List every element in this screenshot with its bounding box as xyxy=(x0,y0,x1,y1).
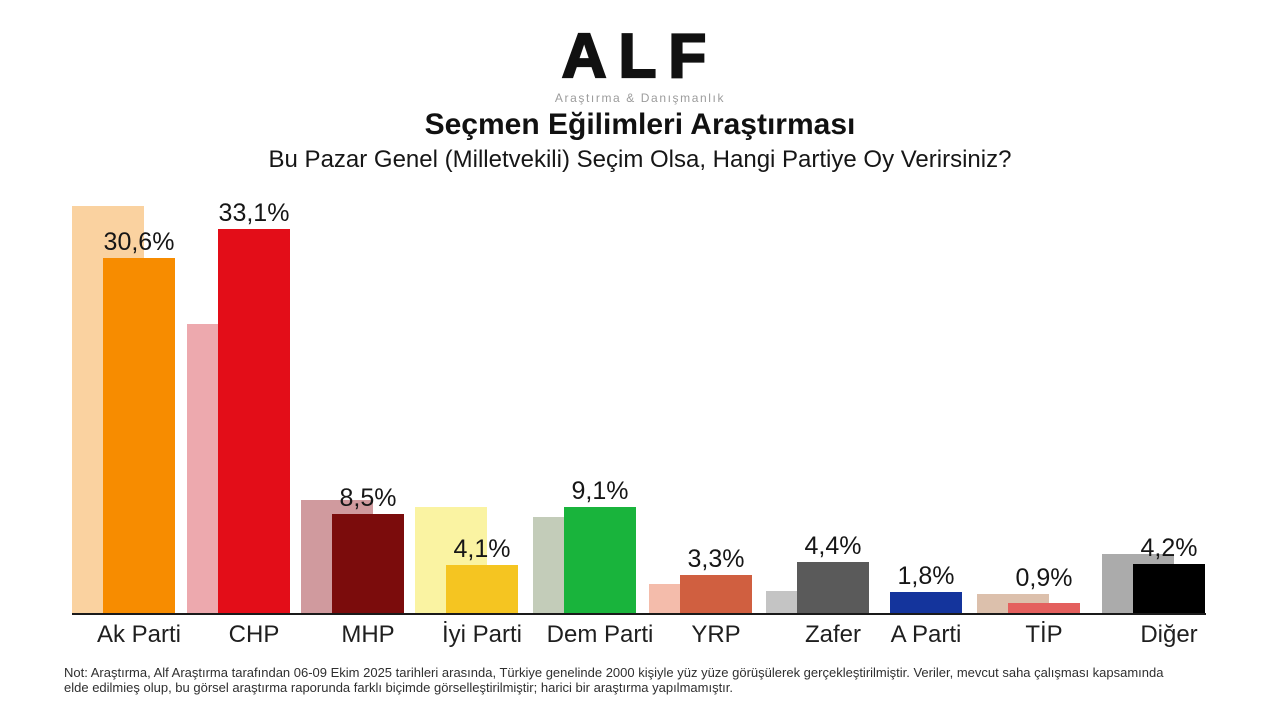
value-label-a-parti: 1,8% xyxy=(897,562,955,591)
value-label-dem-parti: 9,1% xyxy=(571,477,629,506)
footnote-line-2: elde edilmieş olup, bu görsel araştırma … xyxy=(64,679,734,695)
bar-current-mhp xyxy=(332,514,404,613)
bar-current-diğer xyxy=(1133,564,1205,613)
category-label-a-parti: A Parti xyxy=(890,621,962,648)
category-label-chp: CHP xyxy=(228,621,280,648)
bar-current-zafer xyxy=(797,561,869,613)
category-label-iyi-parti: İyi Parti xyxy=(441,621,522,648)
category-label-yrp: YRP xyxy=(691,621,741,648)
category-label-diğer: Diğer xyxy=(1140,621,1198,648)
value-label-chp: 33,1% xyxy=(218,199,290,228)
value-label-iyi-parti: 4,1% xyxy=(453,535,511,564)
alf-logo-text: ALF xyxy=(561,22,719,91)
bar-current-iyi-parti xyxy=(446,565,518,613)
value-label-mhp: 8,5% xyxy=(339,484,397,513)
alf-logo: ALF Araştırma & Danışmanlık xyxy=(0,22,1280,106)
bar-current-a-parti xyxy=(890,592,962,613)
value-label-tip: 0,9% xyxy=(1015,564,1073,593)
survey-question: Bu Pazar Genel (Milletvekili) Seçim Olsa… xyxy=(268,146,1012,173)
category-label-ak-parti: Ak Parti xyxy=(96,621,182,648)
x-axis-line xyxy=(72,613,1206,615)
bar-current-dem-parti xyxy=(564,507,636,613)
bar-current-tip xyxy=(1008,602,1080,613)
page-title: Seçmen Eğilimleri Araştırması xyxy=(424,108,856,141)
bar-current-ak-parti xyxy=(103,258,175,613)
alf-logo-subtitle: Araştırma & Danışmanlık xyxy=(554,91,726,105)
category-label-tip: TİP xyxy=(1025,621,1063,648)
category-label-mhp: MHP xyxy=(341,621,395,648)
footnote: Not: Araştırma, Alf Araştırma tarafından… xyxy=(64,665,1224,695)
bar-current-chp xyxy=(218,229,290,613)
value-label-diğer: 4,2% xyxy=(1140,534,1198,563)
value-label-zafer: 4,4% xyxy=(804,531,862,560)
value-label-yrp: 3,3% xyxy=(687,544,745,573)
footnote-line-1: Not: Araştırma, Alf Araştırma tarafından… xyxy=(64,665,1164,680)
category-label-dem-parti: Dem Parti xyxy=(546,621,654,648)
category-label-zafer: Zafer xyxy=(804,621,861,648)
value-label-ak-parti: 30,6% xyxy=(103,228,175,257)
bar-current-yrp xyxy=(680,574,752,613)
